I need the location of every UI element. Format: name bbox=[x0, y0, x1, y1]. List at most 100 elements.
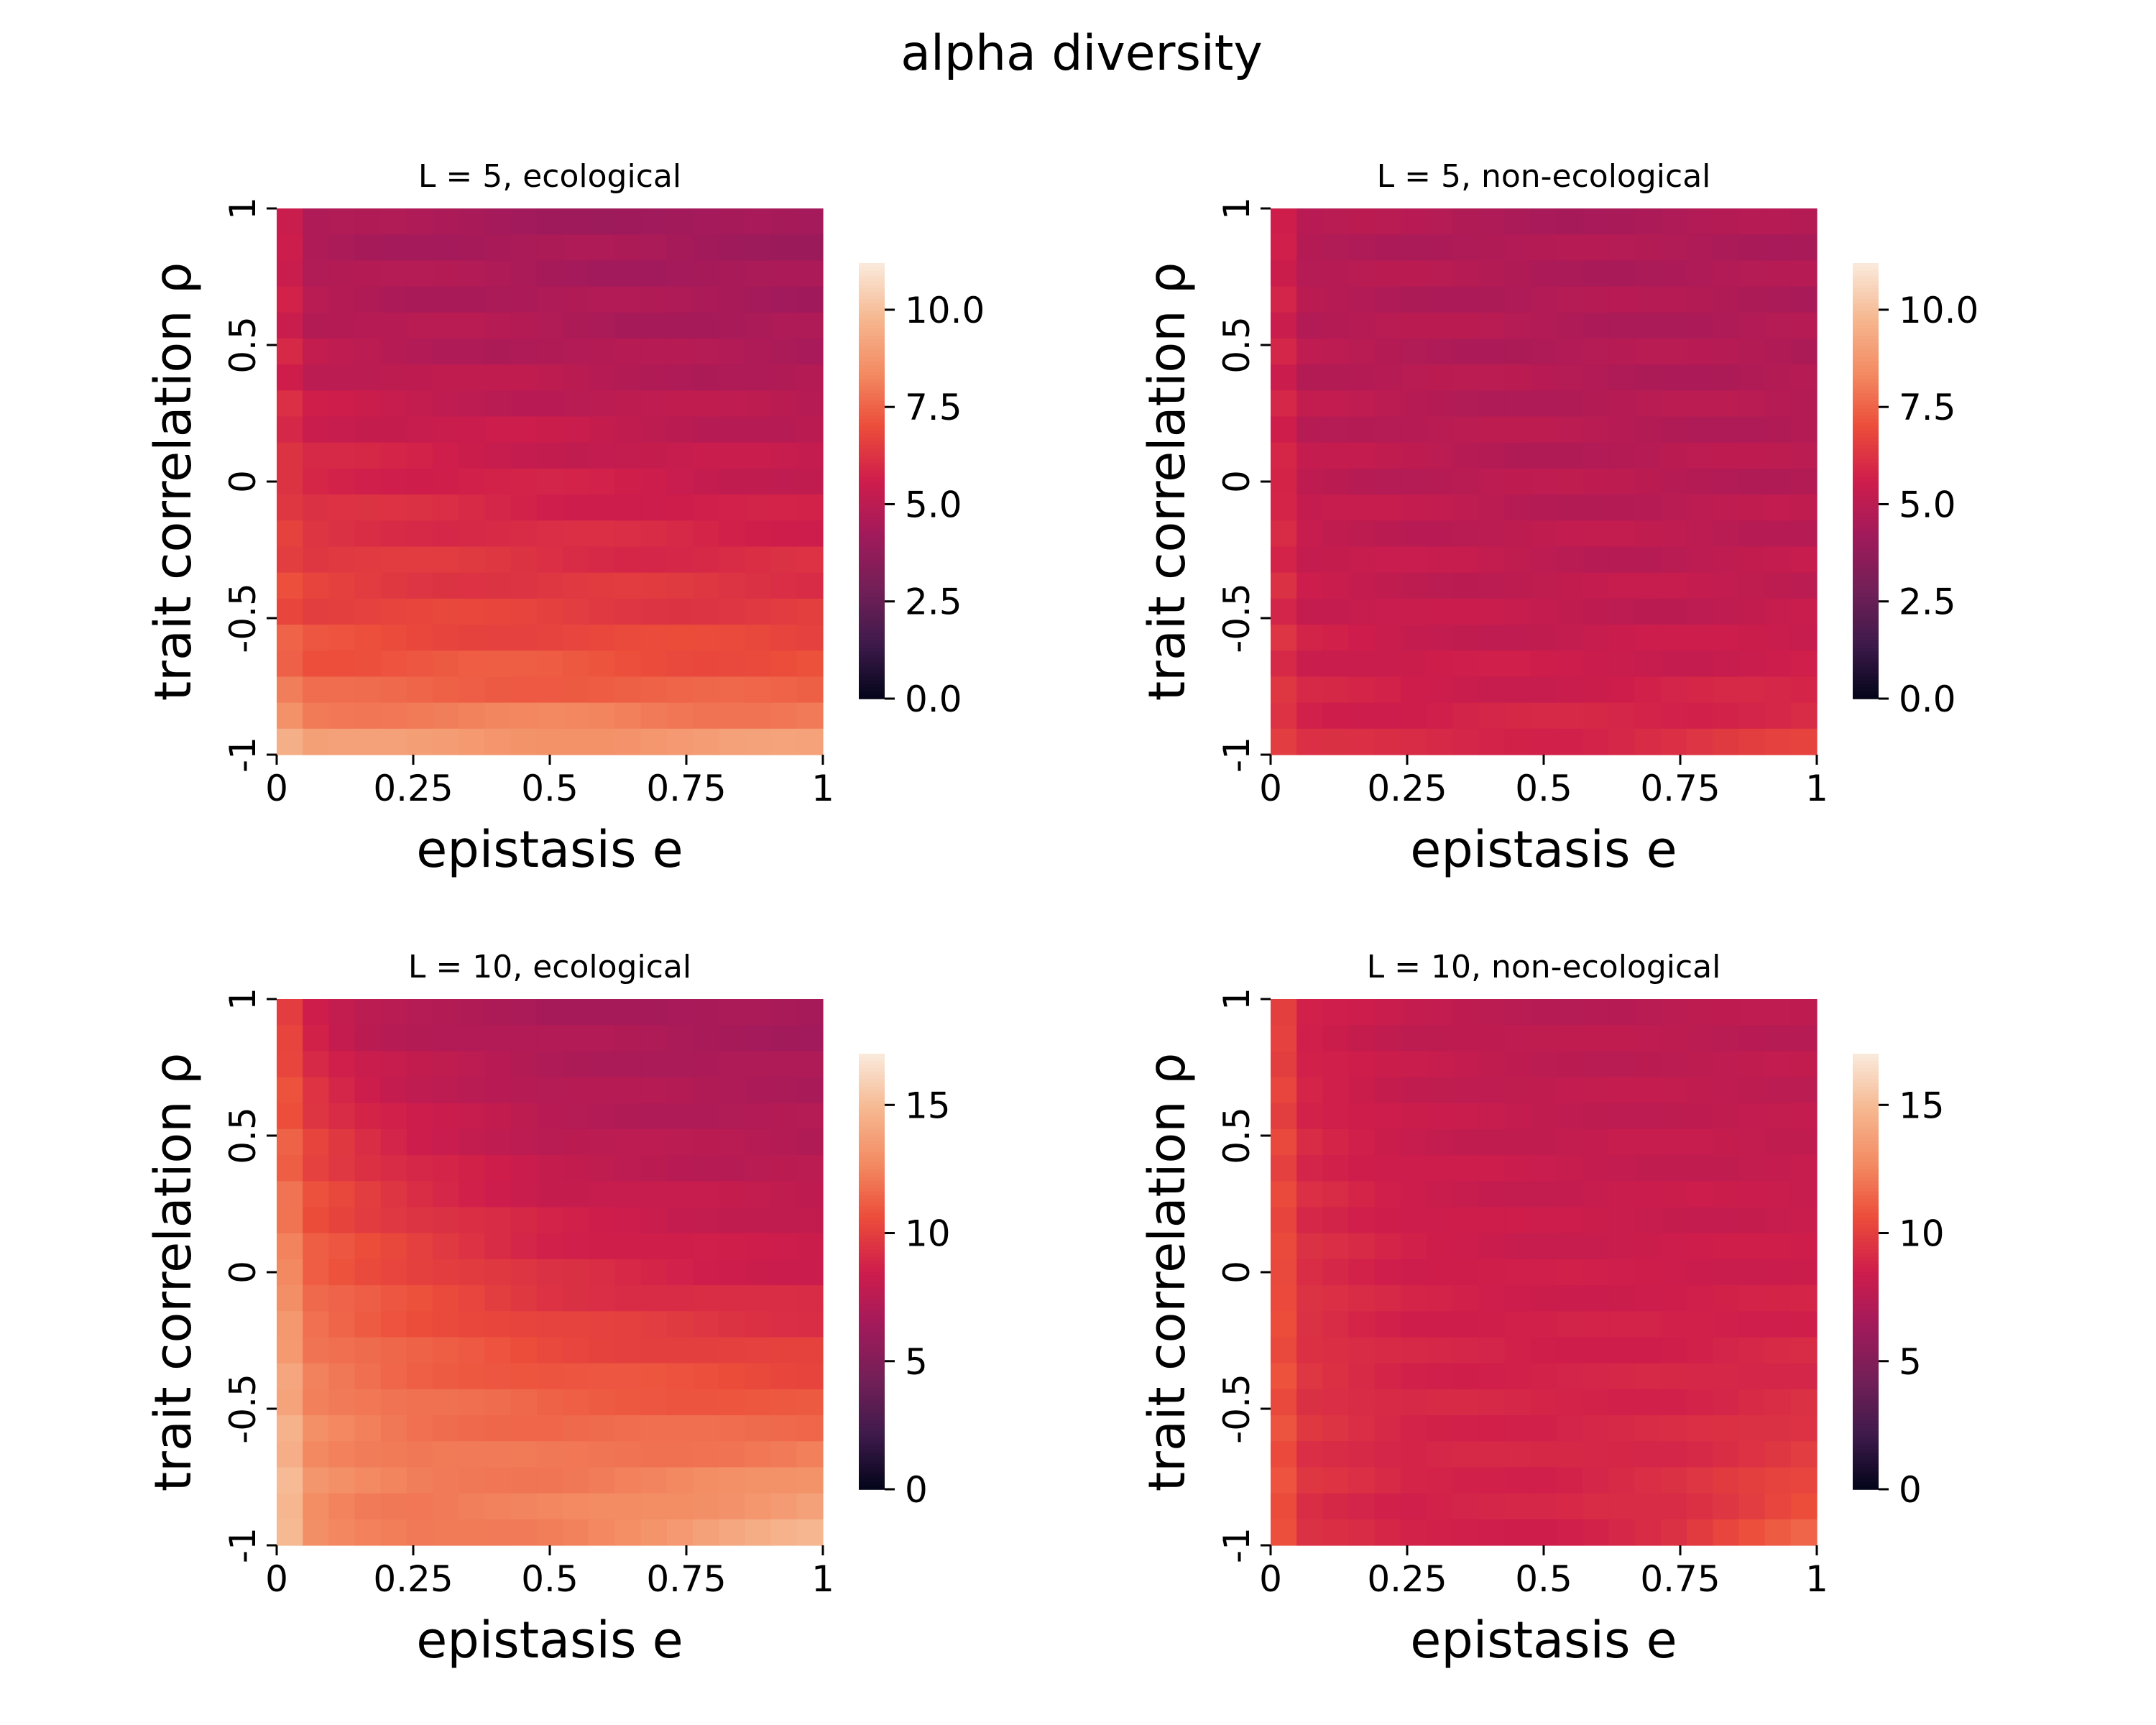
heatmap-cell bbox=[1271, 442, 1297, 469]
heatmap-cell bbox=[380, 625, 407, 651]
heatmap-cell bbox=[589, 494, 616, 521]
heatmap-cell bbox=[1713, 312, 1740, 339]
heatmap-cell bbox=[770, 1025, 798, 1052]
heatmap-cell bbox=[459, 1051, 486, 1078]
heatmap-cell bbox=[484, 1441, 512, 1468]
heatmap-cell bbox=[277, 1103, 303, 1130]
heatmap-cell bbox=[328, 1233, 356, 1260]
x-tick-label: 0 bbox=[1259, 768, 1282, 809]
heatmap-cell bbox=[459, 598, 486, 625]
heatmap-cell bbox=[380, 1415, 407, 1442]
heatmap-cell bbox=[1764, 390, 1792, 418]
colorbar-segment bbox=[859, 1191, 885, 1196]
colorbar-segment bbox=[859, 1474, 885, 1479]
heatmap-cell bbox=[1660, 1389, 1687, 1416]
heatmap-cell bbox=[693, 1493, 719, 1520]
heatmap-cell bbox=[1687, 702, 1713, 730]
heatmap-cell bbox=[589, 1337, 616, 1364]
heatmap-cell bbox=[1296, 1259, 1323, 1286]
heatmap-cell bbox=[1504, 728, 1531, 755]
heatmap-cell bbox=[1764, 442, 1792, 469]
heatmap-cell bbox=[1478, 1181, 1506, 1208]
colorbar-segment bbox=[1853, 520, 1879, 525]
heatmap-cell bbox=[1322, 1128, 1350, 1156]
heatmap-cell bbox=[589, 416, 616, 443]
heatmap-cell bbox=[666, 1259, 694, 1286]
heatmap-cell bbox=[745, 1285, 772, 1312]
heatmap-cell bbox=[1427, 1259, 1453, 1286]
heatmap-cell bbox=[277, 1311, 303, 1338]
colorbar-segment bbox=[859, 372, 885, 377]
heatmap-cell bbox=[484, 1519, 512, 1546]
heatmap-cell bbox=[1374, 338, 1401, 365]
colorbar-segment bbox=[1853, 1206, 1879, 1210]
panel-title: L = 5, ecological bbox=[418, 158, 681, 195]
heatmap-cell bbox=[614, 1311, 642, 1338]
heatmap-cell bbox=[1557, 572, 1583, 599]
heatmap-cell bbox=[563, 1128, 589, 1156]
heatmap-cell bbox=[745, 650, 772, 678]
heatmap-cell bbox=[614, 1128, 642, 1156]
heatmap-cell bbox=[1713, 1467, 1740, 1494]
heatmap-cell bbox=[745, 676, 772, 704]
heatmap-cell bbox=[510, 260, 538, 288]
heatmap-cell bbox=[484, 1337, 512, 1364]
colorbar-segment bbox=[1853, 364, 1879, 369]
heatmap-cell bbox=[433, 260, 459, 288]
heatmap-cell bbox=[459, 546, 486, 574]
heatmap-cell bbox=[354, 1337, 382, 1364]
heatmap-cell bbox=[1634, 999, 1662, 1026]
heatmap-cell bbox=[589, 676, 616, 704]
heatmap-cell bbox=[1608, 1493, 1636, 1520]
heatmap-cell bbox=[1557, 1493, 1583, 1520]
heatmap-cell bbox=[745, 1259, 772, 1286]
heatmap-cell bbox=[536, 728, 563, 755]
heatmap-cell bbox=[1764, 234, 1792, 261]
heatmap-cell bbox=[1557, 390, 1583, 418]
heatmap-cell bbox=[1271, 1181, 1297, 1208]
heatmap-cell bbox=[1557, 625, 1583, 651]
heatmap-cell bbox=[1400, 1181, 1427, 1208]
heatmap-cell bbox=[1322, 364, 1350, 391]
heatmap-cell bbox=[1687, 1181, 1713, 1208]
heatmap-cell bbox=[745, 999, 772, 1026]
heatmap-cell bbox=[1687, 1025, 1713, 1052]
heatmap-cell bbox=[536, 520, 563, 548]
heatmap-cell bbox=[459, 208, 486, 235]
heatmap-cell bbox=[1583, 1467, 1610, 1494]
heatmap-cell bbox=[1478, 312, 1506, 339]
heatmap-cell bbox=[1374, 1363, 1401, 1390]
heatmap-cell bbox=[1687, 598, 1713, 625]
colorbar-segment bbox=[859, 317, 885, 322]
heatmap-cell bbox=[1504, 1128, 1531, 1156]
heatmap-cell bbox=[277, 1128, 303, 1156]
heatmap-cell bbox=[1583, 1128, 1610, 1156]
colorbar-segment bbox=[859, 1159, 885, 1164]
colorbar-tick-label: 5 bbox=[905, 1341, 928, 1383]
colorbar-segment bbox=[859, 285, 885, 290]
heatmap-cell bbox=[484, 390, 512, 418]
heatmap-cell bbox=[1634, 260, 1662, 288]
colorbar-segment bbox=[859, 390, 885, 395]
colorbar-tick-label: 5 bbox=[1899, 1341, 1922, 1383]
heatmap-cell bbox=[1374, 494, 1401, 521]
heatmap-cell bbox=[1790, 1077, 1818, 1104]
heatmap-cell bbox=[328, 1415, 356, 1442]
heatmap-cell bbox=[640, 1051, 668, 1078]
colorbar-segment bbox=[1853, 1217, 1879, 1222]
colorbar-segment bbox=[859, 1329, 885, 1334]
heatmap-cell bbox=[406, 338, 433, 365]
colorbar-segment bbox=[1853, 535, 1879, 540]
heatmap-cell bbox=[1687, 1493, 1713, 1520]
heatmap-cell bbox=[666, 416, 694, 443]
heatmap-cell bbox=[1271, 1077, 1297, 1104]
heatmap-cell bbox=[1271, 364, 1297, 391]
heatmap-cell bbox=[484, 1025, 512, 1052]
heatmap-cell bbox=[328, 1155, 356, 1182]
colorbar-segment bbox=[1853, 568, 1879, 573]
colorbar-segment bbox=[859, 1220, 885, 1225]
heatmap-cell bbox=[1478, 1285, 1506, 1312]
colorbar-segment bbox=[859, 1072, 885, 1077]
colorbar-segment bbox=[1853, 531, 1879, 536]
heatmap-cell bbox=[1296, 728, 1323, 755]
